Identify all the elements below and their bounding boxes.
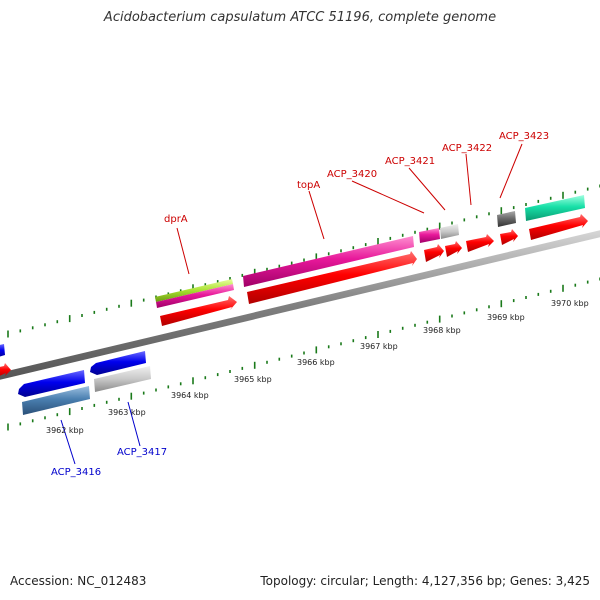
gene-label-ACP_3423: ACP_3423 bbox=[499, 131, 549, 142]
gene-arrow-ACP_3420 bbox=[424, 244, 444, 262]
scale-label-3969: 3969 kbp bbox=[487, 313, 525, 322]
feature-gray-ACP_3417 bbox=[94, 366, 151, 392]
gene-label-ACP_3417: ACP_3417 bbox=[117, 447, 167, 458]
leader-ACP_3423 bbox=[499, 143, 523, 199]
gene-arrow-reverse-left bbox=[0, 344, 5, 357]
scale-label-3963: 3963 kbp bbox=[108, 408, 146, 417]
scale-label-3966: 3966 kbp bbox=[297, 358, 335, 367]
scale-label-3965: 3965 kbp bbox=[234, 375, 272, 384]
leader-topA bbox=[308, 190, 325, 240]
leader-ACP_3420 bbox=[351, 180, 425, 214]
feature-lime bbox=[155, 279, 233, 302]
scale-ticks-outer bbox=[7, 184, 600, 338]
gene-arrow-ACP_3422 bbox=[466, 234, 494, 252]
leader-ACP_3417 bbox=[127, 401, 141, 447]
genome-backbone bbox=[0, 230, 600, 380]
feature-pink-topA bbox=[243, 236, 414, 287]
gene-label-ACP_3420: ACP_3420 bbox=[327, 169, 377, 180]
scale-ticks-inner bbox=[7, 277, 600, 431]
accession-text: Accession: NC_012483 bbox=[10, 574, 147, 588]
feature-steel-ACP_3416 bbox=[22, 386, 90, 415]
feature-teal bbox=[525, 195, 585, 221]
gene-label-dprA: dprA bbox=[164, 214, 188, 225]
leader-ACP_3422 bbox=[465, 153, 472, 206]
gene-arrow-ACP_3423 bbox=[500, 229, 518, 245]
map-title: Acidobacterium capsulatum ATCC 51196, co… bbox=[103, 10, 497, 25]
genome-summary-text: Topology: circular; Length: 4,127,356 bp… bbox=[260, 574, 590, 588]
gene-arrow-left-edge bbox=[0, 363, 11, 376]
gene-features bbox=[0, 195, 588, 415]
scale-label-3962: 3962 kbp bbox=[46, 426, 84, 435]
scale-labels: 3962 kbp 3963 kbp 3964 kbp 3965 kbp 3966… bbox=[46, 299, 589, 435]
feature-pink-ACP_3420 bbox=[419, 228, 440, 243]
gene-arrow-topA bbox=[247, 251, 417, 304]
gene-arrow-ACP_3417 bbox=[90, 351, 146, 375]
gene-label-ACP_3421: ACP_3421 bbox=[385, 156, 435, 167]
feature-gray-ACP_3421 bbox=[440, 224, 459, 239]
gene-label-topA: topA bbox=[297, 180, 320, 191]
gene-labels: dprA topA ACP_3420 ACP_3421 ACP_3422 ACP… bbox=[51, 131, 549, 478]
gene-arrow-right-edge bbox=[529, 214, 588, 240]
leader-dprA bbox=[176, 227, 190, 275]
scale-label-3970: 3970 kbp bbox=[551, 299, 589, 308]
gene-arrow-ACP_3421 bbox=[445, 241, 462, 257]
gene-label-ACP_3422: ACP_3422 bbox=[442, 143, 492, 154]
gene-label-ACP_3416: ACP_3416 bbox=[51, 467, 101, 478]
leader-ACP_3421 bbox=[408, 167, 446, 211]
scale-label-3964: 3964 kbp bbox=[171, 391, 209, 400]
gene-arrow-ACP_3416 bbox=[18, 370, 85, 397]
feature-pink-dprA bbox=[156, 284, 234, 308]
scale-label-3968: 3968 kbp bbox=[423, 326, 461, 335]
feature-darkgray-ACP_3423 bbox=[497, 211, 516, 227]
gene-arrow-dprA bbox=[160, 296, 237, 326]
scale-label-3967: 3967 kbp bbox=[360, 342, 398, 351]
leader-ACP_3416 bbox=[60, 419, 76, 465]
label-leader-lines bbox=[60, 143, 523, 465]
